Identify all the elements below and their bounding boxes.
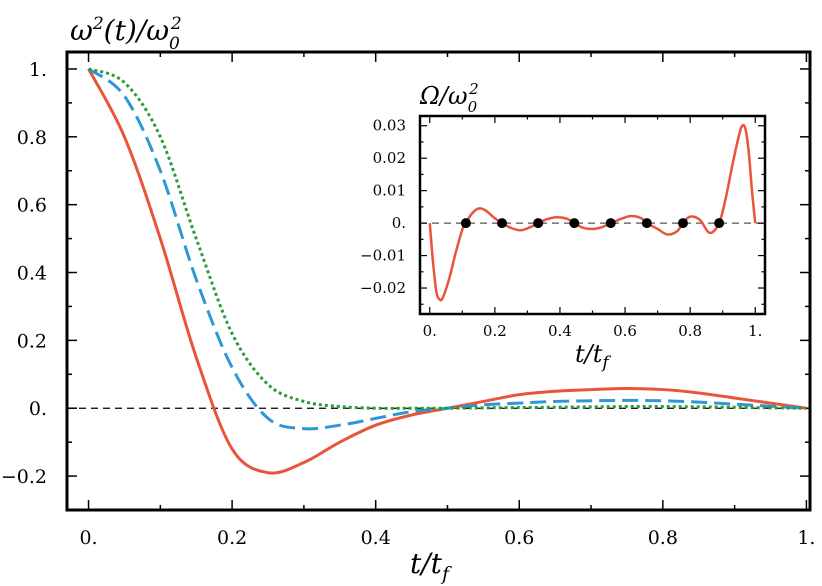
inset-node-marker <box>605 218 616 229</box>
main-y-tick-label: −0.2 <box>1 466 47 488</box>
main-y-axis-label: ω2(t)/ω02 <box>70 14 182 54</box>
inset-node-marker <box>641 218 652 229</box>
inset-node-marker <box>677 218 688 229</box>
main-y-tick-label: 0.6 <box>17 195 47 217</box>
inset-y-tick-label: 0.02 <box>373 149 406 167</box>
inset-plot: Ω/ω02 t/tf 0. 0.2 0.4 0.6 0.8 1.−0.02−0.010.0… <box>360 80 767 373</box>
main-series-line-3 <box>88 67 807 410</box>
inset-plot-frame <box>418 114 767 316</box>
inset-node-marker <box>497 218 508 229</box>
inset-y-tick-label: −0.01 <box>360 247 406 265</box>
inset-node-marker <box>569 218 580 229</box>
inset-y-tick-label: −0.02 <box>360 279 406 297</box>
main-y-tick-label: 0.2 <box>17 330 47 352</box>
inset-plot-content: 0. 0.2 0.4 0.6 0.8 1. −0.02 −0.01 0. 0.01 0.02 0.03 <box>360 116 765 340</box>
main-x-tick-label: 0. <box>79 527 97 549</box>
inset-x-tick-label: 0.2 <box>483 322 507 340</box>
inset-node-marker <box>714 218 725 229</box>
inset-node-marker <box>533 218 544 229</box>
main-y-tick-label: 0. <box>29 398 47 420</box>
main-y-tick-label: 0.8 <box>17 127 47 149</box>
inset-y-tick-label: 0.03 <box>373 117 406 135</box>
main-x-tick-label: 0.4 <box>361 527 391 549</box>
inset-x-tick-label: 1. <box>748 322 762 340</box>
inset-y-tick-label: 0.01 <box>373 182 406 200</box>
inset-x-axis-label: t/tf <box>575 340 611 373</box>
inset-node-marker <box>460 218 471 229</box>
main-series-line-1 <box>87 68 807 475</box>
main-plot: ω2(t)/ω02 t/tf 0. 0.2 0.4 0.6 0.8 1. −0.2 0. 0.2… <box>1 14 816 585</box>
main-x-tick-label: 0.2 <box>217 527 247 549</box>
main-x-tick-label: 1. <box>797 527 815 549</box>
inset-y-tick-label: 0. <box>392 214 406 232</box>
inset-y-axis-label: Ω/ω02 <box>419 80 479 116</box>
main-x-tick-label: 0.8 <box>648 527 678 549</box>
main-plot-content: 0. 0.2 0.4 0.6 0.8 1. −0.2 0. 0.2 0.4 0.6 0.8 1. <box>1 52 815 549</box>
inset-x-tick-label: 0.4 <box>548 322 572 340</box>
main-x-tick-label: 0.6 <box>504 527 534 549</box>
main-y-tick-label: 0.4 <box>17 263 47 285</box>
main-x-axis-label: t/tf <box>410 547 452 585</box>
inset-x-tick-label: 0. <box>423 322 437 340</box>
main-y-tick-label: 1. <box>29 59 47 81</box>
inset-x-tick-label: 0.8 <box>678 322 702 340</box>
main-series-line-2 <box>87 67 807 431</box>
inset-x-tick-label: 0.6 <box>613 322 637 340</box>
inset-background <box>420 116 765 314</box>
main-plot-frame <box>65 50 812 512</box>
